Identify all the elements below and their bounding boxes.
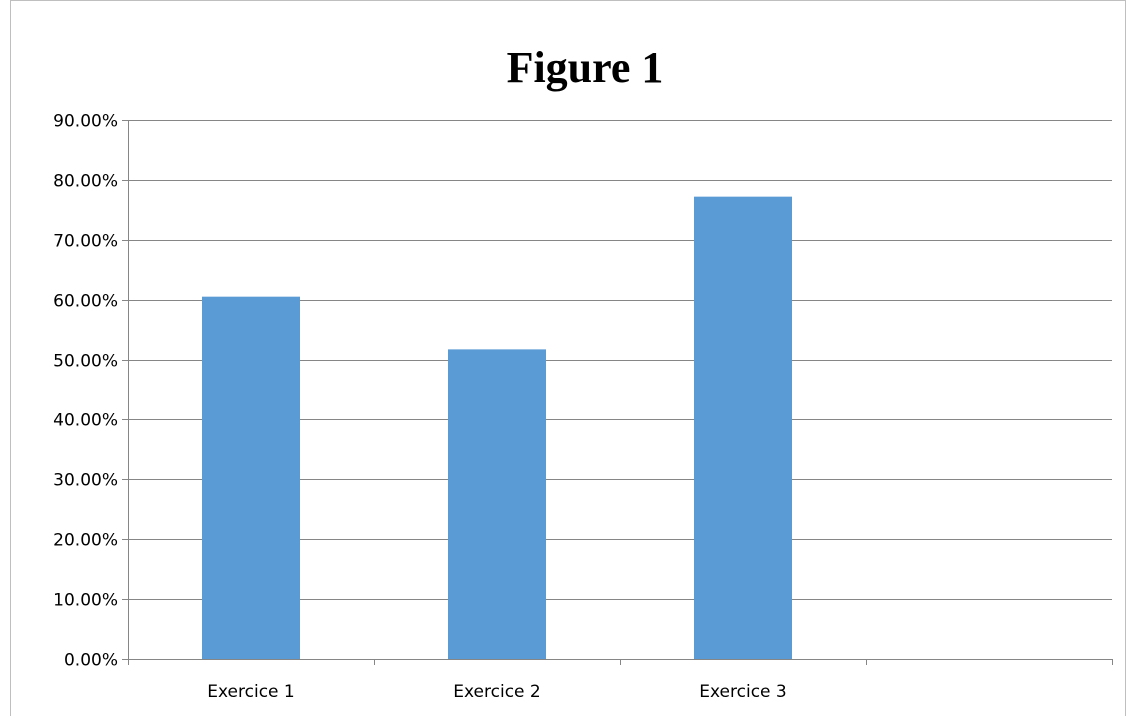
x-tick-label: Exercice 3: [699, 682, 786, 702]
y-tick-label: 40.00%: [53, 411, 118, 431]
x-tick-label: Exercice 2: [453, 682, 540, 702]
bar: [448, 349, 546, 659]
chart-frame: [10, 0, 1126, 716]
axes: [122, 120, 1113, 665]
y-tick-label: 30.00%: [53, 471, 118, 491]
y-tick-label: 80.00%: [53, 172, 118, 192]
chart-title: Figure 1: [507, 43, 664, 92]
bars: [202, 196, 792, 659]
y-tick-labels: 0.00% 10.00% 20.00% 30.00% 40.00% 50.00% 60.00…: [53, 112, 118, 671]
y-tick-label: 70.00%: [53, 232, 118, 252]
y-tick-label: 50.00%: [53, 352, 118, 372]
y-tick-label: 60.00%: [53, 292, 118, 312]
bar: [202, 296, 300, 659]
y-tick-label: 90.00%: [53, 112, 118, 132]
x-tick-label: Exercice 1: [207, 682, 294, 702]
y-tick-label: 0.00%: [64, 651, 118, 671]
y-tick-label: 20.00%: [53, 531, 118, 551]
x-tick-labels: Exercice 1 Exercice 2 Exercice 3: [207, 682, 786, 702]
bar: [694, 196, 792, 659]
y-tick-label: 10.00%: [53, 591, 118, 611]
